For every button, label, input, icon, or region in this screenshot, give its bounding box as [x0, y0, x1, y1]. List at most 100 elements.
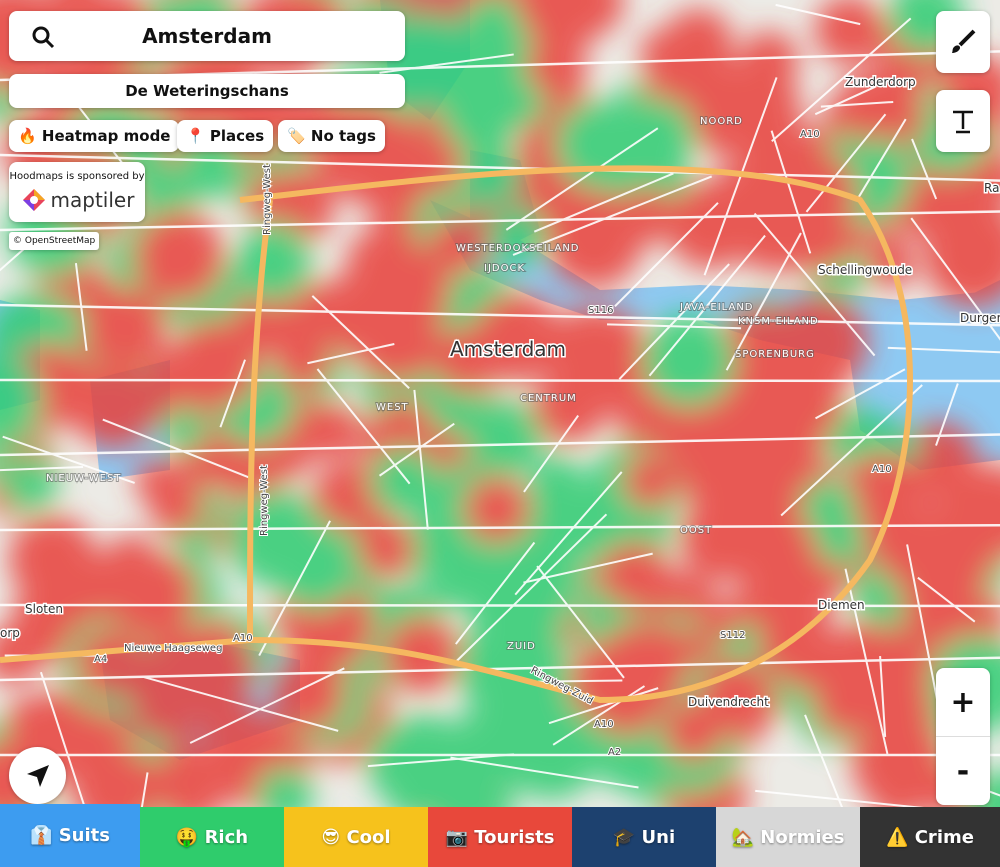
heat-blob	[814, 0, 884, 65]
street	[307, 343, 395, 365]
street	[142, 675, 339, 732]
road-label: A10	[800, 129, 820, 140]
street	[780, 384, 923, 517]
heat-blob	[727, 517, 772, 562]
street	[0, 303, 1000, 327]
place-label: Sloten	[25, 602, 63, 616]
zoom-out[interactable]: -	[956, 753, 970, 789]
heat-blob	[428, 213, 490, 275]
street	[0, 433, 1000, 457]
heat-blob	[356, 519, 416, 579]
heat-blob	[162, 406, 208, 452]
ring-road	[0, 165, 913, 704]
road-label: Ringweg-West	[262, 164, 273, 235]
heat-blob	[800, 478, 858, 535]
street	[450, 756, 639, 789]
street	[512, 175, 713, 256]
street	[413, 389, 429, 530]
district-label: SPORENBURG	[735, 349, 815, 360]
heat-blob	[525, 632, 570, 678]
heat-blob	[463, 475, 530, 543]
street	[505, 127, 659, 231]
heat-blob	[777, 628, 840, 692]
tab-suits[interactable]: 👔 Suits	[0, 804, 140, 867]
street	[805, 113, 887, 213]
heat-blob	[234, 225, 312, 303]
tab-uni[interactable]: 🎓 Uni	[572, 807, 716, 867]
heat-blob	[813, 673, 877, 736]
zoom-in[interactable]: +	[936, 668, 990, 737]
district-label: OOST	[680, 525, 712, 536]
heat-blob	[439, 73, 521, 154]
search-query: Amsterdam	[142, 24, 272, 48]
place-label: Diemen	[818, 598, 865, 612]
streets	[0, 3, 1000, 867]
heat-blob	[556, 0, 625, 36]
street	[537, 679, 623, 683]
heat-blob	[461, 11, 530, 80]
street	[455, 541, 536, 645]
street	[548, 687, 659, 725]
tab-crime[interactable]: ⚠️ Crime	[860, 807, 1000, 867]
places-button[interactable]: 📍 Places	[177, 120, 274, 152]
heat-blob	[274, 332, 332, 390]
locate-button[interactable]	[9, 747, 66, 804]
attribution[interactable]: © OpenStreetMap	[9, 232, 100, 250]
street	[219, 359, 246, 428]
heat-blob	[270, 522, 359, 611]
road-label: A10	[594, 719, 614, 730]
heat-blob	[124, 638, 221, 734]
tab-rich[interactable]: 🤑 Rich	[140, 807, 284, 867]
text-icon	[953, 110, 973, 134]
street	[0, 656, 1000, 682]
text-button[interactable]	[936, 90, 990, 152]
draw-button[interactable]	[936, 11, 990, 73]
heat-blob	[924, 207, 1000, 308]
place-label: Ra	[984, 181, 999, 195]
street	[514, 471, 623, 596]
heat-blob	[23, 689, 98, 765]
heat-blob	[169, 319, 259, 410]
heat-blob	[763, 437, 812, 486]
heat-blob	[133, 211, 225, 303]
street	[770, 130, 812, 254]
district-label: CENTRUM	[520, 393, 577, 404]
button-label: 🏷️ No tags	[287, 127, 376, 145]
street	[911, 138, 938, 200]
heat-blob	[569, 641, 650, 723]
tab-tourists[interactable]: 📷 Tourists	[428, 807, 572, 867]
heat-blob	[292, 403, 339, 450]
city-label: Amsterdam	[450, 337, 566, 361]
sponsor-box[interactable]: Hoodmaps is sponsored by maptiler	[9, 162, 145, 222]
brush-icon	[952, 29, 976, 53]
tags-button[interactable]: 🏷️ No tags	[278, 120, 385, 152]
district-label: JAVA-EILAND	[679, 302, 754, 313]
heat-blob	[487, 205, 548, 266]
street	[753, 212, 876, 357]
heatmap-button[interactable]: 🔥 Heatmap mode	[9, 120, 180, 152]
heat-blob	[705, 385, 764, 444]
heat-blob	[270, 656, 346, 731]
street	[455, 513, 608, 662]
street	[0, 153, 1000, 182]
zoom-control: + -	[936, 668, 990, 805]
tab-normies[interactable]: 🏡 Normies	[716, 807, 860, 867]
subtitle-bar[interactable]: De Weteringschans	[9, 74, 405, 108]
street	[906, 544, 943, 723]
heat-blob	[876, 527, 933, 585]
street	[0, 242, 31, 272]
heat-blob	[739, 31, 799, 91]
heat-blob	[598, 543, 662, 607]
street	[917, 576, 976, 623]
heat-blob	[641, 313, 736, 408]
tab-cool[interactable]: 😎 Cool	[284, 807, 428, 867]
road-label: Nieuwe Haagseweg	[124, 643, 222, 654]
heat-blob	[81, 281, 168, 368]
search-bar[interactable]: Amsterdam	[9, 11, 405, 61]
street	[367, 753, 515, 768]
place-label: Durger	[960, 311, 1000, 325]
attribution-text: © OpenStreetMap	[13, 236, 96, 246]
street	[725, 232, 802, 371]
street	[258, 520, 331, 657]
